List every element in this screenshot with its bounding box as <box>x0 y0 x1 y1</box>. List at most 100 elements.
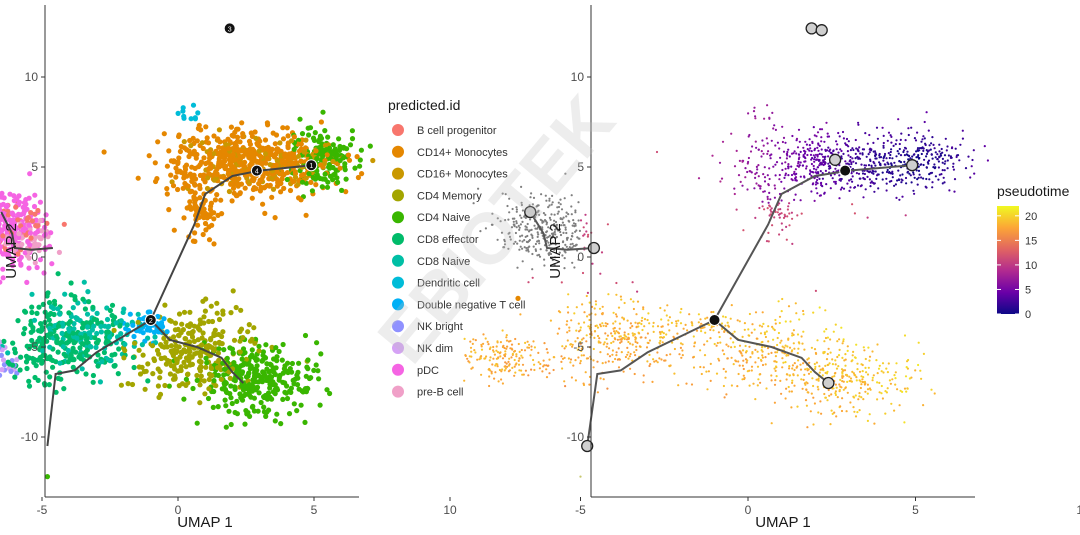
cell-point <box>901 390 904 393</box>
cell-point <box>810 392 813 395</box>
cell-point <box>648 353 651 356</box>
cell-point <box>506 345 509 348</box>
cell-point <box>61 386 67 392</box>
cell-point <box>710 326 713 329</box>
cell-point <box>511 366 514 369</box>
cell-point <box>189 331 195 337</box>
cell-point <box>135 311 141 317</box>
cell-point <box>497 380 500 383</box>
leaf-node-marker <box>815 24 828 37</box>
cell-point <box>872 170 875 173</box>
cell-point <box>508 357 511 360</box>
cell-point <box>324 184 331 190</box>
cell-point <box>820 184 823 187</box>
cell-point <box>66 310 72 316</box>
cell-point <box>768 191 771 194</box>
branch-point-marker <box>223 22 236 35</box>
cell-point <box>858 392 861 395</box>
cell-point <box>806 153 809 157</box>
cell-point <box>868 359 871 362</box>
cell-point <box>733 330 736 333</box>
cell-point <box>948 189 951 192</box>
cell-point <box>810 158 813 161</box>
cell-point <box>925 155 928 158</box>
cell-point <box>766 174 769 177</box>
cell-point <box>18 262 24 268</box>
cell-point <box>615 354 618 357</box>
cell-point <box>191 323 197 329</box>
cell-point <box>846 391 849 394</box>
cell-point <box>95 363 101 369</box>
cell-point <box>915 150 918 153</box>
cell-point <box>254 140 260 146</box>
cell-point <box>86 299 92 305</box>
cell-point <box>775 375 778 378</box>
cell-point <box>642 306 645 309</box>
cell-point <box>655 359 658 362</box>
cell-point <box>956 154 960 157</box>
cell-point <box>316 376 322 382</box>
cell-point <box>15 211 22 217</box>
cell-point <box>804 368 807 371</box>
cell-point <box>756 384 759 387</box>
cell-point <box>867 366 870 369</box>
cell-point <box>675 320 678 323</box>
cell-point <box>467 360 470 363</box>
cell-point <box>748 384 751 387</box>
cell-point <box>904 147 908 150</box>
cell-point <box>51 311 57 318</box>
cell-point <box>788 212 791 215</box>
cell-point <box>781 228 784 231</box>
cell-point <box>851 354 854 357</box>
cell-point <box>881 126 884 129</box>
cell-point <box>272 215 278 221</box>
cell-point <box>735 149 738 152</box>
cell-point <box>29 218 35 224</box>
cell-point <box>74 335 80 341</box>
cell-point <box>898 198 901 201</box>
cell-point <box>817 149 820 152</box>
cell-point <box>786 373 789 376</box>
cell-point <box>860 163 863 166</box>
cell-point <box>231 157 238 163</box>
cell-point <box>920 163 923 166</box>
cell-point <box>796 333 800 336</box>
cell-point <box>285 133 291 139</box>
cell-point <box>854 394 857 397</box>
cell-point <box>501 382 504 385</box>
cell-point <box>199 140 205 146</box>
cell-point <box>645 346 649 349</box>
cell-point <box>513 358 516 362</box>
cell-point <box>527 374 530 377</box>
cell-point <box>852 395 855 398</box>
cell-point <box>830 393 833 396</box>
cell-point <box>612 322 615 325</box>
cell-point <box>873 150 877 153</box>
cell-point <box>36 304 42 310</box>
trajectory-segment <box>713 319 830 384</box>
cell-point <box>677 319 680 322</box>
cell-point <box>693 342 696 345</box>
cell-point <box>890 135 893 138</box>
cell-point <box>578 229 582 232</box>
cell-point <box>295 153 302 159</box>
y-tick-label: 0 <box>577 250 584 264</box>
cell-point <box>720 177 724 180</box>
cell-point <box>102 323 108 329</box>
cell-point <box>837 131 840 135</box>
cell-point <box>291 160 297 166</box>
cell-point <box>83 337 90 343</box>
cell-point <box>549 319 553 322</box>
cell-point <box>810 190 813 193</box>
cell-point <box>922 135 925 138</box>
cell-point <box>660 325 663 328</box>
cell-point <box>896 388 899 391</box>
cell-point <box>205 395 212 402</box>
cell-point <box>853 212 857 215</box>
cell-point <box>834 167 837 170</box>
cell-point <box>574 211 577 214</box>
cell-point <box>178 364 184 370</box>
cell-point <box>768 117 771 120</box>
cell-point <box>616 338 620 341</box>
cell-point <box>172 376 178 382</box>
